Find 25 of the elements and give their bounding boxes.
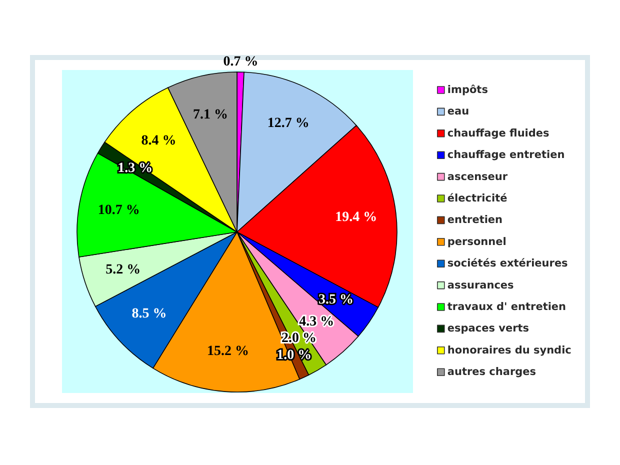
legend-label: honoraires du syndic [447, 344, 572, 356]
data-label: 19.4 % [335, 210, 378, 226]
data-label: 5.2 % [106, 262, 141, 278]
data-label: 0.7 % [223, 54, 258, 70]
legend-label: espaces verts [447, 322, 530, 335]
legend-label: personnel [447, 236, 506, 248]
legend-label: sociétés extérieures [447, 258, 568, 270]
data-label: 3.5 % [318, 292, 354, 308]
legend-label: travaux d' entretien [447, 301, 566, 313]
data-label: 4.3 % [299, 314, 334, 330]
legend-label: eau [447, 106, 470, 118]
data-label: 15.2 % [206, 344, 249, 360]
legend-label: assurances [447, 279, 514, 292]
legend-label: entretien [447, 214, 503, 226]
data-label: 12.7 % [267, 116, 310, 132]
data-label: 10.7 % [98, 203, 140, 218]
legend-label: chauffage entretien [447, 149, 565, 162]
legend-label: chauffage fluides [447, 127, 550, 140]
data-label: 8.4 % [141, 133, 176, 148]
data-label: 7.1 % [192, 107, 228, 122]
legend-label: impôts [447, 84, 488, 96]
data-label: 8.5 % [132, 306, 167, 322]
legend-label: électricité [447, 192, 508, 204]
legend-label: ascenseur [447, 170, 508, 183]
legend-label: autres charges [447, 366, 536, 378]
